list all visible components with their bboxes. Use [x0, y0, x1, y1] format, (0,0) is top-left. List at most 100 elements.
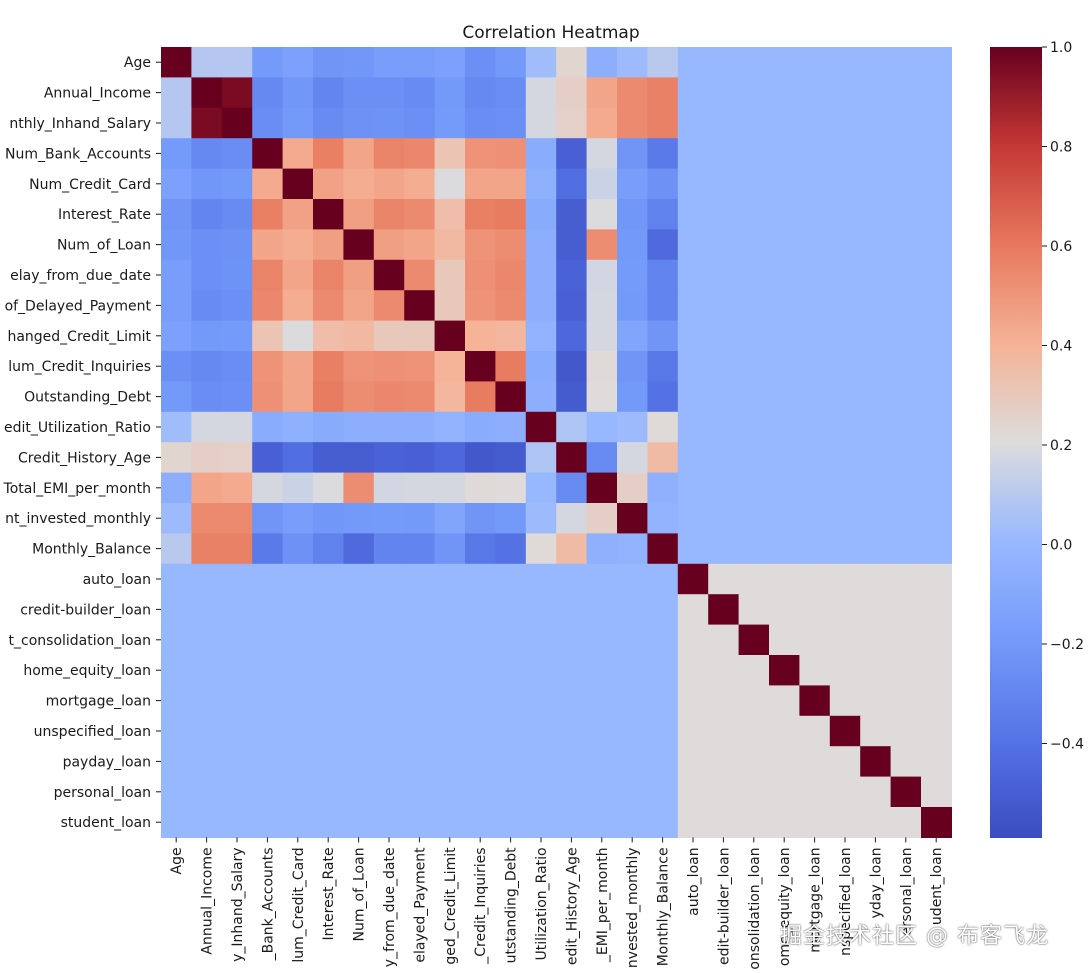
heatmap-cell — [404, 77, 436, 109]
heatmap-cell — [313, 138, 344, 170]
heatmap-cell — [890, 624, 922, 656]
heatmap-cell — [677, 77, 709, 109]
heatmap-cell — [434, 533, 466, 565]
heatmap-cell — [252, 411, 284, 443]
heatmap-cell — [495, 624, 527, 656]
heatmap-cell — [343, 594, 375, 626]
heatmap-cell — [738, 290, 770, 322]
colorbar-tick-label: 0.4 — [1050, 338, 1072, 354]
heatmap-cell — [769, 776, 800, 808]
heatmap-cell — [556, 290, 588, 322]
y-tick-label: Num_of_Loan — [57, 238, 151, 254]
heatmap-cell — [829, 685, 861, 717]
heatmap-cell — [221, 594, 253, 626]
heatmap-cell — [647, 715, 679, 747]
heatmap-cell — [556, 138, 588, 170]
heatmap-cell — [282, 77, 314, 109]
heatmap-cell — [495, 168, 527, 200]
heatmap-cell — [465, 624, 496, 656]
y-tick-label: nthly_Inhand_Salary — [9, 116, 151, 132]
heatmap-cell — [313, 381, 344, 413]
heatmap-cell — [860, 594, 892, 626]
heatmap-cell — [677, 199, 709, 230]
heatmap-cell — [921, 776, 952, 808]
heatmap-cell — [738, 685, 770, 717]
heatmap-cell — [161, 229, 192, 261]
heatmap-cell — [738, 138, 770, 170]
heatmap-cell — [617, 290, 648, 322]
heatmap-cell — [677, 107, 709, 139]
heatmap-cell — [829, 107, 861, 139]
heatmap-cell — [586, 624, 618, 656]
x-tick-label: Interest_Rate — [321, 847, 337, 940]
heatmap-cell — [860, 168, 892, 200]
heatmap-cell — [556, 685, 588, 717]
heatmap-cell — [373, 199, 405, 230]
heatmap-cell — [921, 807, 952, 838]
x-tick-label: utstanding_Debt — [504, 847, 520, 963]
heatmap-cell — [738, 624, 770, 656]
heatmap-cell — [829, 229, 861, 261]
heatmap-cell — [282, 655, 314, 686]
heatmap-cell — [495, 594, 527, 626]
heatmap-cell — [434, 168, 466, 200]
heatmap-cell — [617, 533, 648, 565]
heatmap-cell — [191, 107, 223, 139]
heatmap-cell — [465, 199, 496, 230]
heatmap-cell — [495, 563, 527, 595]
heatmap-cell — [191, 746, 223, 778]
heatmap-cell — [677, 259, 709, 291]
heatmap-cell — [738, 107, 770, 139]
heatmap-cell — [221, 746, 253, 778]
heatmap-cell — [343, 442, 375, 474]
heatmap-cell — [799, 472, 831, 504]
heatmap-cell — [829, 746, 861, 778]
heatmap-cell — [556, 746, 588, 778]
heatmap-cell — [191, 381, 223, 413]
heatmap-cell — [313, 715, 344, 747]
x-tick-label: yday_loan — [868, 847, 884, 918]
heatmap-cell — [799, 290, 831, 322]
heatmap-cell — [647, 138, 679, 170]
x-tick-label: ersonal_loan — [899, 847, 915, 935]
heatmap-cell — [404, 685, 436, 717]
heatmap-cell — [161, 77, 192, 109]
y-tick-label: Annual_Income — [44, 86, 151, 102]
heatmap-cell — [769, 290, 800, 322]
heatmap-cell — [404, 351, 436, 382]
heatmap-cell — [799, 351, 831, 382]
heatmap-cell — [738, 381, 770, 413]
heatmap-cell — [465, 381, 496, 413]
heatmap-cell — [860, 533, 892, 565]
heatmap-cell — [161, 503, 192, 534]
x-tick-label: Age — [169, 847, 185, 874]
heatmap-cell — [161, 168, 192, 200]
heatmap-cell — [769, 168, 800, 200]
heatmap-cell — [647, 47, 679, 78]
heatmap-cell — [404, 472, 436, 504]
heatmap-cell — [708, 411, 740, 443]
heatmap-cell — [221, 47, 253, 78]
heatmap-cell — [647, 776, 679, 808]
heatmap-cell — [313, 503, 344, 534]
heatmap-cell — [860, 199, 892, 230]
x-tick-label: _EMI_per_month — [595, 847, 611, 963]
heatmap-cell — [769, 138, 800, 170]
x-tick-label: udent_loan — [929, 847, 945, 925]
heatmap-cell — [769, 807, 800, 838]
heatmap-cell — [586, 259, 618, 291]
y-tick-label: payday_loan — [63, 754, 151, 770]
heatmap-cell — [404, 381, 436, 413]
y-tick-label: Interest_Rate — [58, 207, 151, 223]
heatmap-cell — [708, 715, 740, 747]
heatmap-cell — [708, 107, 740, 139]
heatmap-cell — [373, 655, 405, 686]
x-tick-label: edit_History_Age — [564, 847, 580, 965]
heatmap-cell — [617, 320, 648, 352]
heatmap-cell — [647, 168, 679, 200]
heatmap-cell — [373, 229, 405, 261]
colorbar-tick-label: 0.2 — [1050, 438, 1072, 454]
heatmap-cell — [829, 77, 861, 109]
heatmap-cell — [708, 381, 740, 413]
heatmap-cell — [373, 107, 405, 139]
